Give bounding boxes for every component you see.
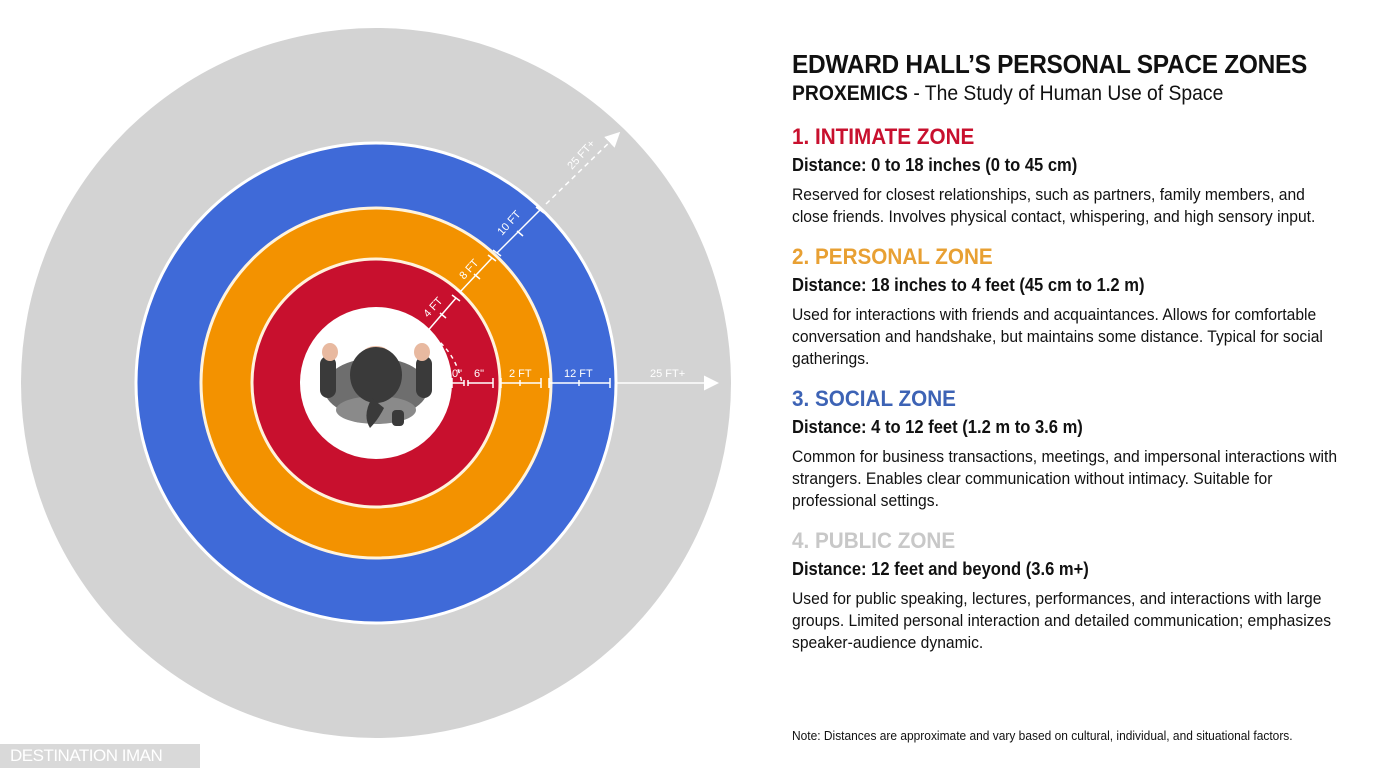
zone-description: Used for interactions with friends and a…: [792, 305, 1323, 368]
label-0-inch: 0": [452, 368, 462, 380]
zone-title: 1. INTIMATE ZONE: [792, 124, 975, 149]
diagonal-measure: [420, 131, 621, 338]
watermark: DESTINATION IMAN: [0, 744, 200, 768]
zone-title: 3. SOCIAL ZONE: [792, 386, 956, 411]
zone-personal: 2. PERSONAL ZONE Distance: 18 inches to …: [792, 242, 1362, 370]
zone-description: Used for public speaking, lectures, perf…: [792, 589, 1332, 652]
zone-public: 4. PUBLIC ZONE Distance: 12 feet and bey…: [792, 526, 1362, 654]
zone-distance: Distance: 0 to 18 inches (0 to 45 cm): [792, 155, 1078, 175]
label-2-ft: 2 FT: [509, 368, 532, 380]
person-icon: [320, 343, 432, 428]
footnote: Note: Distances are approximate and vary…: [792, 728, 1293, 743]
proxemics-diagram: 0" 6" 2 FT 12 FT 25 FT+ 4 FT 8 FT 10 FT …: [21, 28, 731, 738]
zone-social: 3. SOCIAL ZONE Distance: 4 to 12 feet (1…: [792, 384, 1362, 512]
label-25-ft-plus-horizontal: 25 FT+: [650, 368, 685, 380]
label-6-inch: 6": [474, 368, 484, 380]
zone-distance: Distance: 18 inches to 4 feet (45 cm to …: [792, 275, 1145, 295]
page-title: EDWARD HALL’S PERSONAL SPACE ZONES: [792, 49, 1308, 79]
subtitle-rest: - The Study of Human Use of Space: [907, 82, 1224, 105]
zone-description: Common for business transactions, meetin…: [792, 447, 1338, 510]
zone-intimate: 1. INTIMATE ZONE Distance: 0 to 18 inche…: [792, 122, 1362, 228]
page-subtitle: PROXEMICS - The Study of Human Use of Sp…: [792, 80, 1316, 108]
zone-distance: Distance: 12 feet and beyond (3.6 m+): [792, 559, 1089, 579]
zone-distance: Distance: 4 to 12 feet (1.2 m to 3.6 m): [792, 417, 1083, 437]
label-12-ft: 12 FT: [564, 368, 593, 380]
info-panel: EDWARD HALL’S PERSONAL SPACE ZONES PROXE…: [792, 48, 1362, 668]
zone-title: 2. PERSONAL ZONE: [792, 244, 993, 269]
horizontal-measure: [451, 375, 719, 391]
zone-description: Reserved for closest relationships, such…: [792, 185, 1316, 226]
zone-title: 4. PUBLIC ZONE: [792, 528, 956, 553]
subtitle-strong: PROXEMICS: [792, 82, 908, 105]
concentric-zones: 0" 6" 2 FT 12 FT 25 FT+ 4 FT 8 FT 10 FT …: [21, 28, 731, 738]
